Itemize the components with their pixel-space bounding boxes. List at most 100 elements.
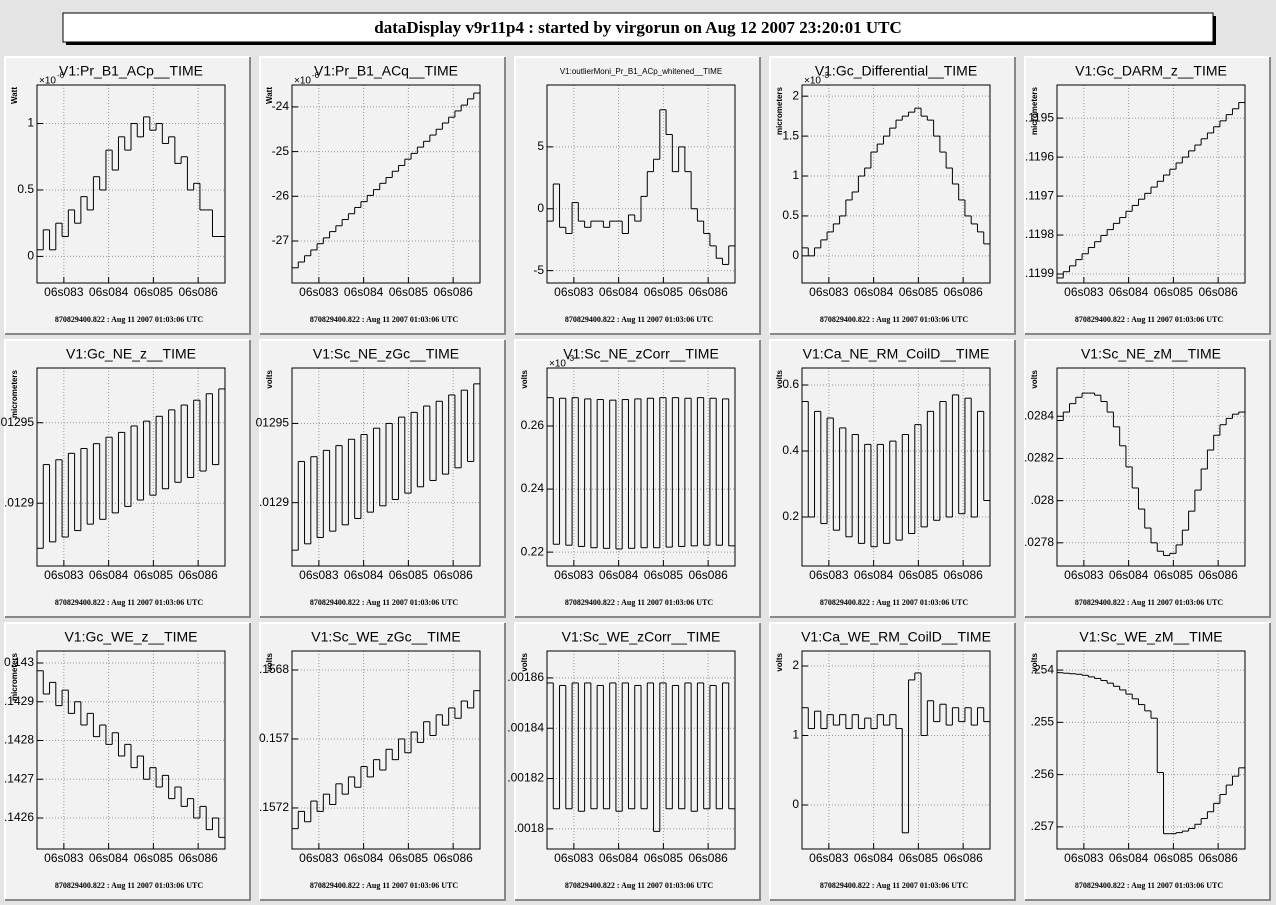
y-tick-label: -25 — [272, 144, 290, 158]
y-tick-label: .1568 — [259, 662, 289, 676]
y-tick-label: .254 — [1031, 662, 1055, 676]
panel-title: V1:Sc_NE_zM__TIME — [1081, 346, 1221, 362]
panel-title: V1:Sc_WE_zM__TIME — [1079, 629, 1222, 645]
panel-footer: 870829400.822 : Aug 11 2007 01:03:06 UTC — [310, 598, 458, 607]
y-tick-label: .0129 — [4, 495, 34, 509]
panel-bevel-light — [1024, 56, 1270, 334]
y-tick-label: 1 — [792, 168, 799, 182]
y-axis-label: micrometers — [775, 86, 784, 135]
y-tick-label: 0.2 — [782, 509, 799, 523]
y-tick-label: .257 — [1031, 819, 1055, 833]
x-tick-label: 06s086 — [433, 568, 473, 582]
y-axis-label: volts — [775, 369, 784, 388]
y-axis-label: volts — [775, 652, 784, 671]
x-tick-label: 06s084 — [344, 851, 384, 865]
plot-frame-bg — [1057, 651, 1245, 849]
x-tick-label: 06s083 — [1064, 568, 1104, 582]
panel-bevel-light — [4, 622, 250, 900]
panel-bevel-dark — [260, 623, 506, 901]
x-tick-label: 06s086 — [178, 285, 218, 299]
x-tick-label: 06s083 — [554, 568, 594, 582]
y-tick-label: .1427 — [4, 771, 34, 785]
panel-bevel-dark — [770, 623, 1016, 901]
panel-bevel-light — [769, 622, 1015, 900]
plot-frame — [546, 84, 736, 284]
panel-footer: 870829400.822 : Aug 11 2007 01:03:06 UTC — [55, 598, 203, 607]
panel-bevel-dark — [260, 340, 506, 618]
plot-frame — [291, 367, 481, 567]
plot-frame-bg — [37, 85, 225, 283]
panel-bevel-light — [769, 339, 1015, 617]
y-axis-label: Watt — [10, 87, 19, 104]
x-tick-label: 06s084 — [1109, 285, 1149, 299]
plot-frame — [801, 84, 991, 284]
x-tick-label: 06s084 — [1109, 568, 1149, 582]
y-tick-label: .1196 — [1025, 149, 1054, 163]
plot-frame-bg — [547, 85, 735, 283]
panel-footer: 870829400.822 : Aug 11 2007 01:03:06 UTC — [1075, 881, 1223, 890]
y-tick-label: 5 — [537, 139, 544, 153]
y-tick-label: .1199 — [1025, 266, 1054, 280]
x-tick-label: 06s083 — [1064, 285, 1104, 299]
panel-bevel-light — [514, 622, 760, 900]
panel-footer: 870829400.822 : Aug 11 2007 01:03:06 UTC — [565, 315, 713, 324]
panel-bevel-dark — [1025, 57, 1271, 335]
panel-bevel-light — [259, 56, 505, 334]
y-tick-label: .1572 — [259, 800, 289, 814]
panel-footer: 870829400.822 : Aug 11 2007 01:03:06 UTC — [55, 315, 203, 324]
x-tick-label: 06s084 — [854, 851, 894, 865]
x-tick-label: 06s086 — [1198, 568, 1238, 582]
panel-bevel-dark — [770, 340, 1016, 618]
panel-bevel-light — [1024, 339, 1270, 617]
y-tick-label: -27 — [272, 233, 290, 247]
x-tick-label: 06s083 — [1064, 851, 1104, 865]
x-tick-label: 06s083 — [44, 851, 84, 865]
y-axis-label: Watt — [265, 87, 274, 104]
header-box — [62, 12, 1214, 43]
x-tick-label: 06s086 — [433, 851, 473, 865]
y-tick-label: -26 — [272, 188, 290, 202]
y-tick-label: 0.6 — [782, 377, 799, 391]
x-tick-label: 06s085 — [644, 285, 684, 299]
plot-frame-bg — [802, 85, 990, 283]
x-tick-label: 06s086 — [943, 285, 983, 299]
panel-footer: 870829400.822 : Aug 11 2007 01:03:06 UTC — [565, 881, 713, 890]
y-tick-label: .028 — [1031, 493, 1055, 507]
plot-frame — [801, 650, 991, 850]
panel-footer: 870829400.822 : Aug 11 2007 01:03:06 UTC — [820, 598, 968, 607]
x-tick-label: 06s084 — [599, 285, 639, 299]
panel-footer: 870829400.822 : Aug 11 2007 01:03:06 UTC — [1075, 598, 1223, 607]
panel-bevel-dark — [1025, 340, 1271, 618]
x-tick-label: 06s086 — [178, 568, 218, 582]
panel-bevel-light — [259, 622, 505, 900]
y-tick-label: 0 — [792, 797, 799, 811]
panel-title: V1:Ca_NE_RM_CoilD__TIME — [803, 346, 990, 362]
panel-bevel-light — [1024, 622, 1270, 900]
plot-frame — [801, 367, 991, 567]
panel-bevel-light — [259, 339, 505, 617]
x-tick-label: 06s085 — [899, 851, 939, 865]
y-tick-label: 0.5 — [782, 208, 799, 222]
panel-bevel-light — [4, 339, 250, 617]
y-exponent: -3 — [567, 354, 575, 363]
panel-bevel-dark — [515, 340, 761, 618]
x-tick-label: 06s083 — [809, 851, 849, 865]
panel-bevel-light — [514, 339, 760, 617]
y-tick-label: .0282 — [1024, 451, 1054, 465]
y-axis-label: volts — [1030, 652, 1039, 671]
x-tick-label: 06s084 — [1109, 851, 1149, 865]
plot-frame — [36, 650, 226, 850]
plot-frame-bg — [292, 85, 480, 283]
panel-title: V1:Sc_NE_zGc__TIME — [313, 346, 459, 362]
panel-title: V1:Sc_WE_zGc__TIME — [311, 629, 460, 645]
x-tick-label: 06s084 — [599, 851, 639, 865]
y-tick-label: 0.5 — [17, 182, 34, 196]
x-tick-label: 06s086 — [433, 285, 473, 299]
panel-title: V1:Gc_DARM_z__TIME — [1075, 63, 1227, 79]
x-tick-label: 06s085 — [134, 851, 174, 865]
x-tick-label: 06s083 — [809, 285, 849, 299]
y-tick-label: 0 — [792, 248, 799, 262]
y-tick-label: .1428 — [4, 733, 34, 747]
x-tick-label: 06s085 — [644, 851, 684, 865]
